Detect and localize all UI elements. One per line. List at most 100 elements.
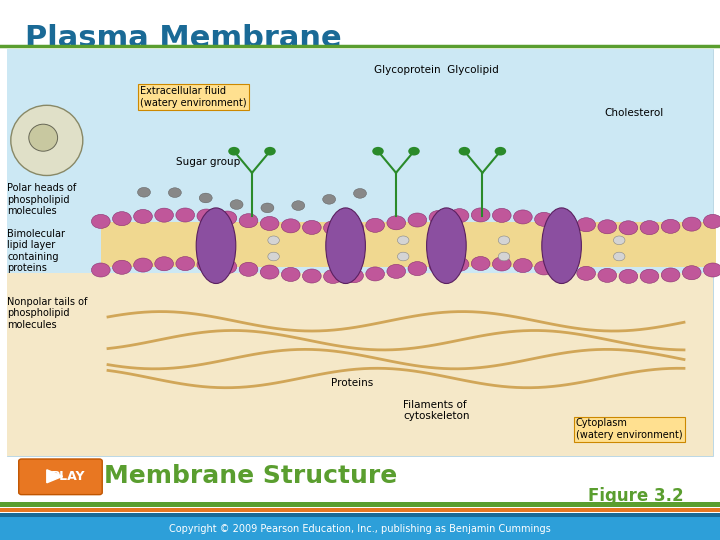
Circle shape (323, 269, 342, 284)
Ellipse shape (196, 208, 236, 284)
Text: Sugar group: Sugar group (176, 157, 240, 167)
Circle shape (429, 259, 448, 273)
Circle shape (492, 257, 511, 271)
Circle shape (492, 208, 511, 222)
Circle shape (408, 147, 420, 156)
Circle shape (134, 258, 153, 272)
Circle shape (498, 236, 510, 245)
Bar (7, 273, 713, 456)
Text: Plasma Membrane: Plasma Membrane (25, 24, 342, 53)
Circle shape (397, 236, 409, 245)
Circle shape (640, 269, 659, 284)
Circle shape (387, 265, 405, 279)
Polygon shape (47, 470, 63, 483)
Circle shape (282, 219, 300, 233)
Circle shape (495, 147, 506, 156)
Bar (101, 222, 716, 267)
FancyBboxPatch shape (19, 459, 102, 495)
Circle shape (168, 188, 181, 198)
Text: Bimolecular
lipid layer
containing
proteins: Bimolecular lipid layer containing prote… (7, 229, 66, 273)
Circle shape (282, 267, 300, 281)
Circle shape (218, 260, 237, 274)
Ellipse shape (426, 208, 467, 284)
Bar (0, 513, 720, 517)
Circle shape (661, 219, 680, 233)
Circle shape (302, 269, 321, 283)
Ellipse shape (29, 124, 58, 151)
Text: PLAY: PLAY (51, 470, 86, 483)
Circle shape (345, 220, 364, 234)
Circle shape (472, 208, 490, 222)
Circle shape (292, 201, 305, 211)
Ellipse shape (11, 105, 83, 176)
Circle shape (429, 211, 448, 225)
Circle shape (513, 210, 532, 224)
Circle shape (260, 265, 279, 279)
Circle shape (619, 269, 638, 284)
Circle shape (556, 215, 575, 229)
Circle shape (661, 268, 680, 282)
Circle shape (408, 261, 427, 275)
Circle shape (513, 259, 532, 273)
Circle shape (268, 236, 279, 245)
Circle shape (302, 220, 321, 234)
Bar (0, 508, 720, 512)
Circle shape (323, 221, 342, 235)
Circle shape (387, 216, 405, 230)
Circle shape (640, 221, 659, 235)
Text: Glycoprotein  Glycolipid: Glycoprotein Glycolipid (374, 65, 499, 75)
Bar (0, 502, 720, 507)
Text: Cytoplasm
(watery environment): Cytoplasm (watery environment) (576, 418, 683, 440)
Circle shape (239, 262, 258, 276)
Circle shape (239, 214, 258, 228)
Circle shape (268, 252, 279, 261)
Circle shape (261, 203, 274, 213)
Circle shape (264, 147, 276, 156)
Circle shape (577, 218, 595, 232)
Circle shape (683, 266, 701, 280)
Circle shape (366, 218, 384, 232)
Circle shape (112, 260, 131, 274)
Circle shape (450, 257, 469, 271)
Ellipse shape (542, 208, 582, 284)
Circle shape (197, 209, 216, 223)
Text: Nonpolar tails of
phospholipid
molecules: Nonpolar tails of phospholipid molecules (7, 296, 88, 330)
Circle shape (197, 258, 216, 272)
Circle shape (155, 208, 174, 222)
Circle shape (366, 267, 384, 281)
Text: Extracellular fluid
(watery environment): Extracellular fluid (watery environment) (140, 86, 247, 108)
Circle shape (354, 188, 366, 198)
Text: Filaments of
cytoskeleton: Filaments of cytoskeleton (403, 400, 469, 421)
Bar (0, 517, 720, 540)
Circle shape (683, 217, 701, 231)
Text: Copyright © 2009 Pearson Education, Inc., publishing as Benjamin Cummings: Copyright © 2009 Pearson Education, Inc.… (169, 524, 551, 534)
Ellipse shape (325, 208, 365, 284)
Circle shape (176, 208, 194, 222)
Circle shape (498, 252, 510, 261)
Circle shape (598, 220, 616, 234)
Circle shape (408, 213, 427, 227)
Circle shape (138, 187, 150, 197)
Circle shape (112, 212, 131, 226)
Circle shape (218, 211, 237, 225)
Circle shape (472, 256, 490, 271)
Circle shape (450, 208, 469, 222)
Text: Polar heads of
phospholipid
molecules: Polar heads of phospholipid molecules (7, 183, 76, 217)
Text: Cholesterol: Cholesterol (605, 109, 664, 118)
Circle shape (155, 256, 174, 271)
Circle shape (228, 147, 240, 156)
Text: Membrane Structure: Membrane Structure (104, 464, 397, 488)
Circle shape (91, 214, 110, 228)
Circle shape (372, 147, 384, 156)
Text: Proteins: Proteins (331, 379, 374, 388)
Circle shape (345, 269, 364, 283)
Circle shape (556, 264, 575, 278)
Circle shape (459, 147, 470, 156)
Circle shape (199, 193, 212, 203)
Circle shape (397, 252, 409, 261)
Text: Figure 3.2: Figure 3.2 (588, 487, 684, 505)
Circle shape (91, 263, 110, 277)
Circle shape (134, 210, 153, 224)
Circle shape (703, 263, 720, 277)
Circle shape (535, 212, 554, 226)
